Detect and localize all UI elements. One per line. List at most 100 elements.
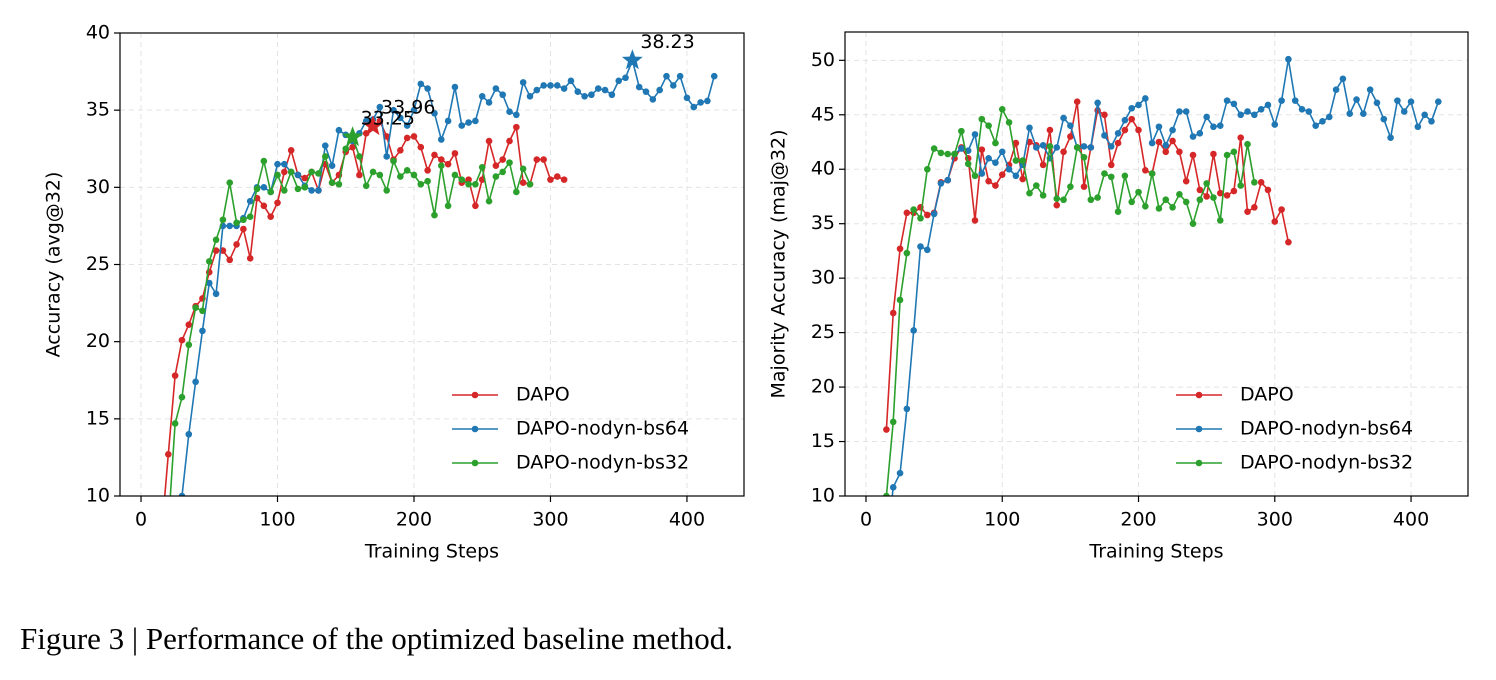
data-point <box>944 176 952 184</box>
legend-marker <box>1195 391 1203 399</box>
legend-marker <box>471 425 479 433</box>
data-point <box>951 150 958 158</box>
data-point <box>342 145 350 153</box>
data-point <box>1169 137 1176 145</box>
data-point <box>1360 110 1367 117</box>
data-point <box>185 341 193 349</box>
data-point <box>1039 161 1047 169</box>
caption: Figure 3 | Performance of the optimized … <box>20 621 733 656</box>
data-point <box>226 256 234 264</box>
data-point <box>376 171 384 179</box>
data-point <box>431 151 438 159</box>
data-point <box>1428 118 1435 125</box>
data-point <box>1271 121 1279 128</box>
data-point <box>205 258 213 265</box>
data-point <box>1210 123 1217 131</box>
data-point <box>567 77 575 85</box>
data-point <box>883 547 890 554</box>
data-point <box>424 85 431 92</box>
data-point <box>1101 111 1108 119</box>
data-point <box>1155 205 1163 212</box>
data-point <box>1039 141 1047 149</box>
data-point <box>889 418 897 426</box>
data-point <box>1257 179 1265 186</box>
data-point <box>930 145 938 152</box>
data-point <box>1026 124 1033 132</box>
data-point <box>1305 108 1313 115</box>
data-point <box>369 168 377 176</box>
data-point <box>1094 99 1101 107</box>
data-point <box>930 210 938 218</box>
annotation: 33.25 <box>361 108 415 130</box>
data-point <box>1148 170 1156 177</box>
data-point <box>1216 217 1224 224</box>
data-point <box>1019 157 1026 164</box>
data-point <box>574 88 582 95</box>
data-point <box>321 153 329 160</box>
data-point <box>1107 143 1115 150</box>
data-point <box>1060 114 1067 122</box>
data-point <box>1046 143 1054 150</box>
data-point <box>205 279 213 287</box>
data-point <box>1067 122 1074 129</box>
data-point <box>294 185 302 193</box>
data-point <box>883 492 890 496</box>
data-point <box>1196 129 1204 137</box>
data-point <box>274 199 281 207</box>
data-point <box>1026 189 1033 197</box>
data-point <box>978 115 986 123</box>
data-point <box>1319 118 1326 125</box>
data-point <box>465 119 472 126</box>
data-point <box>410 171 418 179</box>
data-point <box>1182 177 1190 185</box>
data-point <box>499 91 506 99</box>
data-point <box>499 156 506 163</box>
data-point <box>1182 108 1190 115</box>
data-point <box>171 420 179 427</box>
data-point <box>390 157 397 165</box>
data-point <box>1067 183 1074 190</box>
data-point <box>896 469 904 477</box>
data-point <box>1107 173 1115 181</box>
data-point <box>403 134 411 142</box>
data-point <box>526 180 534 188</box>
data-point <box>903 249 911 257</box>
data-point <box>1073 98 1081 106</box>
data-point <box>431 211 438 219</box>
data-point <box>1244 140 1251 148</box>
data-point <box>383 133 390 140</box>
data-point <box>676 72 684 80</box>
data-point <box>883 426 890 433</box>
data-point <box>499 168 506 176</box>
data-point <box>1107 161 1115 169</box>
data-point <box>1169 126 1176 134</box>
x-tick-label: 300 <box>1257 509 1293 531</box>
data-point <box>199 327 206 335</box>
data-point <box>240 225 247 233</box>
data-point <box>1332 86 1340 94</box>
data-point <box>1114 139 1122 147</box>
data-point <box>1142 202 1149 210</box>
data-point <box>1060 148 1067 156</box>
data-point <box>192 304 199 312</box>
y-tick-label: 35 <box>86 99 110 121</box>
data-point <box>1353 96 1360 103</box>
data-point <box>444 117 452 125</box>
data-point <box>294 171 302 179</box>
data-point <box>1101 170 1108 177</box>
data-point <box>1053 195 1061 202</box>
data-point <box>924 246 931 254</box>
data-point <box>1291 97 1299 104</box>
data-point <box>1135 101 1142 109</box>
data-point <box>1237 182 1245 189</box>
data-point <box>903 405 911 413</box>
data-point <box>971 217 979 224</box>
data-point <box>1033 182 1040 189</box>
data-point <box>910 206 917 213</box>
data-point <box>335 126 343 134</box>
data-point <box>178 492 186 496</box>
data-point <box>192 378 199 386</box>
data-point <box>533 86 541 94</box>
data-point <box>1210 150 1217 158</box>
y-tick-label: 20 <box>811 376 835 398</box>
